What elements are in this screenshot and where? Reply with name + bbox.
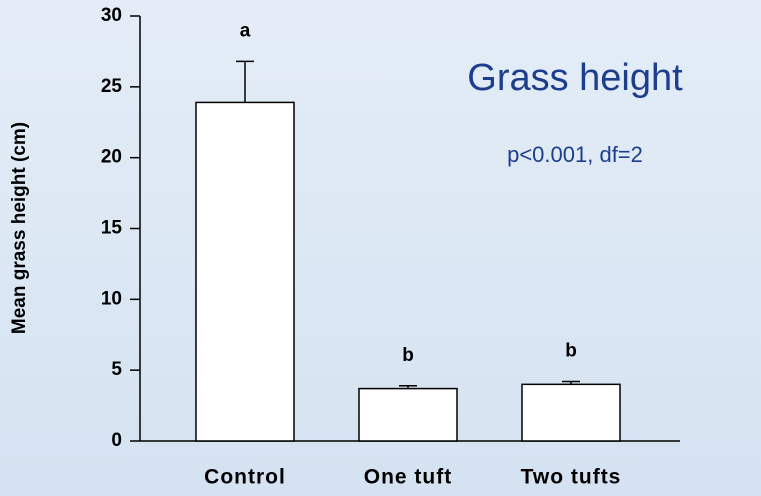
annotation: a xyxy=(240,20,251,41)
x-tick-label: Control xyxy=(204,466,286,489)
x-tick-label: One tuft xyxy=(364,466,452,489)
y-tick-label: 15 xyxy=(101,218,123,239)
annotation: b xyxy=(402,345,414,366)
y-tick-label: 10 xyxy=(101,288,122,309)
y-tick-label: 30 xyxy=(101,5,122,26)
chart-subtitle: p<0.001, df=2 xyxy=(507,142,643,167)
bar xyxy=(521,383,621,442)
y-tick-label: 0 xyxy=(111,430,122,451)
y-tick-label: 5 xyxy=(111,359,122,380)
y-axis-label: Mean grass height (cm) xyxy=(9,122,30,334)
bar xyxy=(195,101,295,442)
y-tick-label: 20 xyxy=(101,147,122,168)
bar xyxy=(358,387,458,442)
annotation: b xyxy=(565,341,577,362)
x-tick-label: Two tufts xyxy=(521,466,622,489)
chart-title: Grass height xyxy=(467,57,683,99)
y-tick-label: 25 xyxy=(101,76,123,97)
